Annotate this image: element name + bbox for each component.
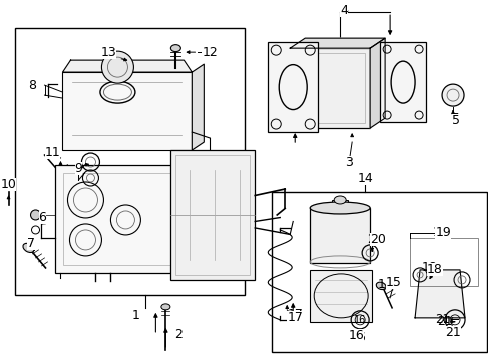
Text: 4: 4 <box>340 4 347 17</box>
Text: 16: 16 <box>353 315 366 325</box>
Text: 21: 21 <box>444 326 460 339</box>
Text: 9: 9 <box>74 162 82 175</box>
Text: 13: 13 <box>101 46 116 59</box>
Circle shape <box>30 210 41 220</box>
Circle shape <box>441 84 463 106</box>
Text: 4: 4 <box>340 3 347 16</box>
Bar <box>290 48 369 128</box>
Text: 7: 7 <box>26 238 35 251</box>
Polygon shape <box>290 38 385 48</box>
Text: 15: 15 <box>376 278 392 291</box>
Bar <box>309 208 369 263</box>
Bar <box>272 192 486 352</box>
Ellipse shape <box>161 304 169 310</box>
Bar <box>175 155 250 275</box>
Text: 20: 20 <box>366 233 382 247</box>
Bar <box>268 42 318 132</box>
Ellipse shape <box>333 196 346 204</box>
Ellipse shape <box>170 45 180 51</box>
Text: 6: 6 <box>39 211 46 224</box>
Polygon shape <box>369 38 385 128</box>
Text: 14: 14 <box>357 171 372 185</box>
Bar <box>309 270 371 322</box>
Text: 17: 17 <box>286 311 303 324</box>
Text: 1: 1 <box>131 309 139 322</box>
Text: 11: 11 <box>44 145 60 158</box>
Polygon shape <box>414 270 464 318</box>
Text: 10: 10 <box>0 179 17 192</box>
Text: 14: 14 <box>357 171 372 185</box>
Text: 19: 19 <box>434 226 450 239</box>
Bar <box>62 72 192 150</box>
Text: 16: 16 <box>349 331 366 344</box>
Text: 3: 3 <box>345 156 352 168</box>
Text: 15: 15 <box>386 276 401 289</box>
Bar <box>55 165 207 273</box>
Text: 2: 2 <box>174 328 182 341</box>
Text: 2: 2 <box>175 328 183 341</box>
Text: 5: 5 <box>451 113 459 127</box>
Bar <box>409 238 477 286</box>
Ellipse shape <box>309 202 369 214</box>
Text: 1: 1 <box>131 309 139 322</box>
Bar <box>170 150 255 280</box>
Bar <box>295 53 365 123</box>
Circle shape <box>101 51 133 83</box>
Text: 8: 8 <box>28 78 37 91</box>
Ellipse shape <box>23 243 34 252</box>
Polygon shape <box>62 60 192 72</box>
Text: 18: 18 <box>426 264 442 276</box>
Text: 16: 16 <box>347 329 363 342</box>
Text: 5: 5 <box>451 112 459 125</box>
Ellipse shape <box>375 282 385 289</box>
Polygon shape <box>192 64 204 150</box>
Ellipse shape <box>3 181 14 189</box>
Text: 20: 20 <box>369 233 385 247</box>
Text: 19: 19 <box>431 226 447 239</box>
Text: 21←: 21← <box>435 313 460 327</box>
Bar <box>379 42 425 122</box>
Bar <box>15 28 245 295</box>
Text: 12: 12 <box>202 46 218 59</box>
Text: 18: 18 <box>421 261 437 274</box>
Text: 21: 21 <box>436 315 452 328</box>
Text: 3: 3 <box>345 156 352 168</box>
Text: 17: 17 <box>286 309 303 321</box>
Bar <box>331 200 347 210</box>
Bar <box>63 173 199 265</box>
